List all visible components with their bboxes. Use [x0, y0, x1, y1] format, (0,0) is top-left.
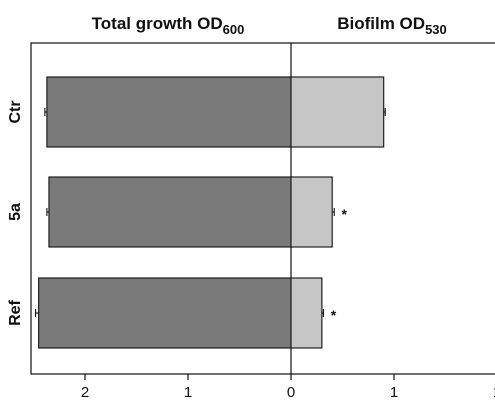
category-label-5a: 5a [7, 203, 24, 221]
category-label-ctr: Ctr [7, 100, 24, 123]
x-tick-4: 1 [493, 384, 495, 401]
right-panel-title: Biofilm OD530 [337, 14, 447, 37]
x-tick-3: 1 [390, 374, 398, 401]
significance-biofilm-ref: * [331, 307, 337, 323]
significance-biofilm-5a: * [342, 206, 348, 222]
bar-biofilm-ref [290, 277, 323, 349]
x-axis: 2 1 0 1 1 [81, 374, 495, 401]
category-label-ref: Ref [7, 299, 24, 325]
bar-marks: ** [35, 76, 386, 349]
bar-biofilm-ctr [290, 76, 385, 148]
x-tick-label-3: 1 [390, 384, 398, 401]
x-tick-2: 0 [287, 374, 295, 401]
x-tick-label-0: 2 [81, 384, 89, 401]
bar-growth-ctr [46, 76, 292, 148]
x-tick-label-1: 1 [184, 384, 192, 401]
category-labels: Ctr 5a Ref [7, 100, 24, 325]
plot-frame [30, 42, 495, 375]
bar-biofilm-5a [290, 176, 333, 248]
x-tick-label-4: 1 [493, 384, 495, 401]
left-panel-title: Total growth OD600 [92, 14, 245, 37]
bar-growth-5a [48, 176, 292, 248]
bar-growth-ref [38, 277, 292, 349]
x-tick-label-2: 0 [287, 384, 295, 401]
x-tick-0: 2 [81, 374, 89, 401]
x-tick-1: 1 [184, 374, 192, 401]
